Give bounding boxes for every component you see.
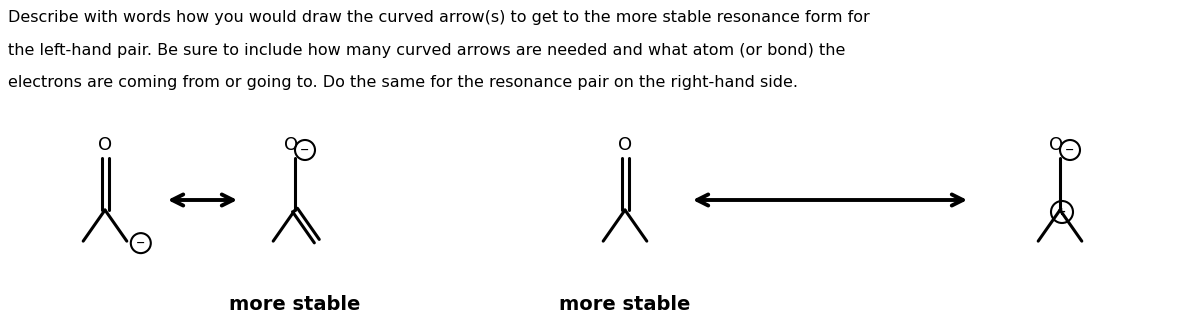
Text: O: O (98, 136, 112, 154)
Text: −: − (300, 145, 310, 155)
Text: the left-hand pair. Be sure to include how many curved arrows are needed and wha: the left-hand pair. Be sure to include h… (8, 43, 845, 58)
Text: −: − (136, 238, 145, 248)
Text: O: O (284, 136, 298, 154)
Text: +: + (1057, 207, 1067, 217)
Text: −: − (1066, 145, 1075, 155)
Text: O: O (1049, 136, 1063, 154)
Text: O: O (618, 136, 632, 154)
Text: Describe with words how you would draw the curved arrow(s) to get to the more st: Describe with words how you would draw t… (8, 10, 870, 25)
Text: electrons are coming from or going to. Do the same for the resonance pair on the: electrons are coming from or going to. D… (8, 75, 798, 90)
Text: more stable: more stable (229, 295, 361, 314)
Text: more stable: more stable (559, 295, 691, 314)
